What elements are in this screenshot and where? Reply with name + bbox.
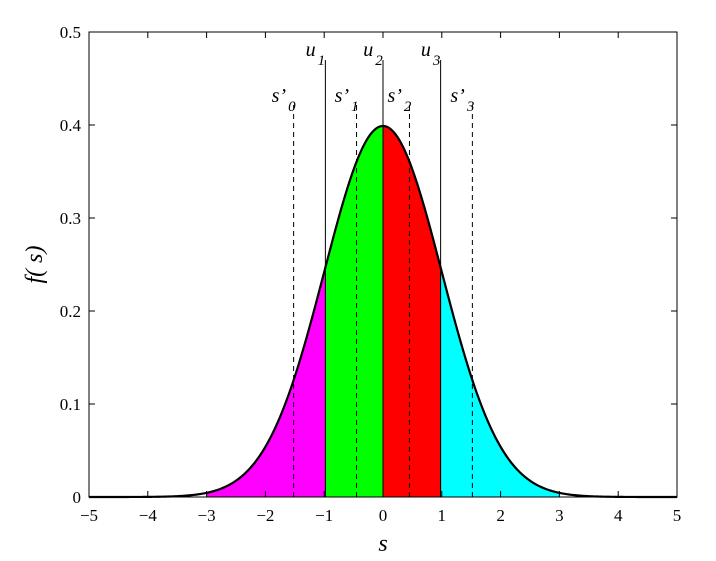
- y-axis-ticks: 0 0.1 0.2 0.3 0.4 0.5: [60, 23, 677, 507]
- dashed-marker-label-3: s’ 2: [387, 85, 411, 115]
- x-tick-label: −3: [198, 506, 216, 525]
- marker-lines: [293, 60, 473, 497]
- dashed-marker-label-1: s’ 0: [272, 85, 296, 115]
- region-fill-2: [325, 125, 383, 497]
- x-tick-label: 4: [614, 506, 623, 525]
- x-tick-label: −1: [315, 506, 333, 525]
- x-tick-label: 0: [379, 506, 388, 525]
- y-axis-label: f( s): [22, 246, 48, 284]
- region-fill-1: [206, 267, 326, 497]
- y-tick-label: 0: [73, 488, 82, 507]
- y-tick-label: 0.2: [60, 302, 81, 321]
- y-tick-label: 0.5: [60, 23, 81, 42]
- density-curve: [89, 124, 677, 499]
- x-tick-label: −4: [139, 506, 158, 525]
- region-fills: [206, 125, 560, 497]
- dashed-marker-label-4: s’ 3: [450, 85, 474, 115]
- x-axis-ticks: −5 −4 −3 −2 −1 0 1 2 3 4 5: [80, 32, 681, 525]
- x-tick-label: 5: [673, 506, 682, 525]
- x-tick-label: 3: [555, 506, 564, 525]
- x-tick-label: −5: [80, 506, 98, 525]
- x-tick-label: 1: [438, 506, 447, 525]
- region-fill-3: [383, 125, 441, 497]
- y-tick-label: 0.3: [60, 209, 81, 228]
- dashed-marker-label-2: s’ 1: [335, 85, 359, 115]
- x-tick-label: 2: [496, 506, 505, 525]
- x-tick-label: −2: [256, 506, 274, 525]
- y-tick-label: 0.1: [60, 395, 81, 414]
- region-fill-4: [440, 267, 560, 497]
- y-tick-label: 0.4: [60, 116, 82, 135]
- x-axis-label: s: [378, 531, 387, 557]
- marker-labels: u 1 u 2 u 3 s’ 0 s’ 1 s’ 2 s’ 3: [272, 39, 475, 115]
